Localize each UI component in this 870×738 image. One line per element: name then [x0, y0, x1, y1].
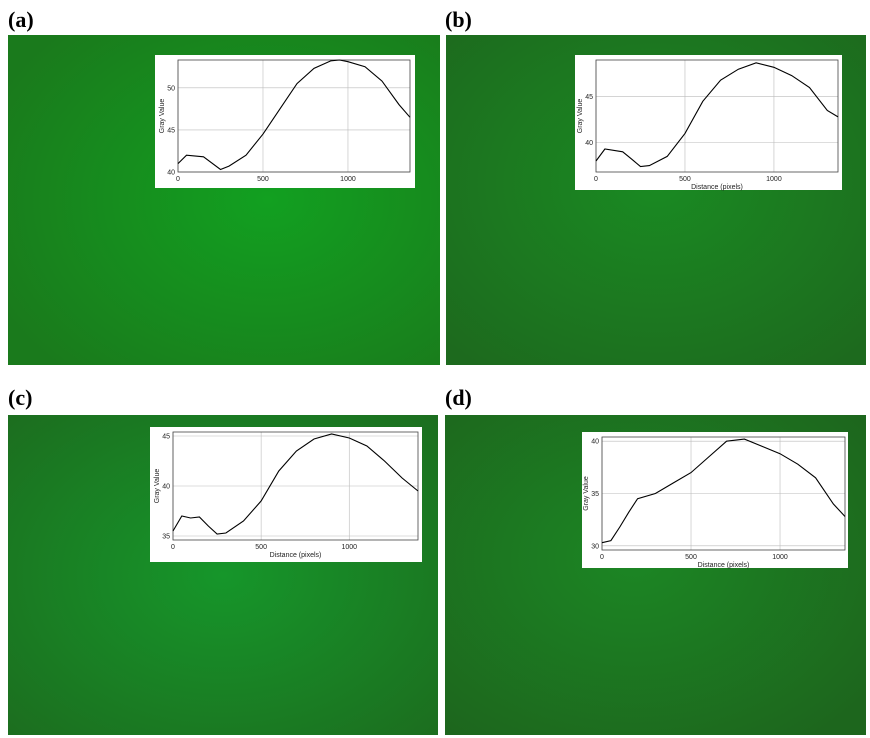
y-tick-label: 45 — [162, 434, 170, 441]
figure: (a)40455005001000Gray Value(b)4045050010… — [0, 0, 870, 738]
inset-box — [582, 432, 848, 568]
inset-box — [150, 427, 422, 562]
x-axis-label: Distance (pixels) — [698, 562, 750, 569]
y-axis-label: Gray Value — [583, 476, 590, 511]
y-tick-label: 45 — [585, 94, 593, 101]
y-axis-label: Gray Value — [154, 469, 161, 504]
x-tick-label: 1000 — [772, 554, 788, 561]
x-tick-label: 500 — [255, 544, 267, 551]
x-tick-label: 0 — [594, 176, 598, 183]
x-tick-label: 0 — [171, 544, 175, 551]
panel-label: (d) — [445, 385, 472, 410]
inset-box — [155, 55, 415, 188]
y-tick-label: 50 — [167, 85, 175, 92]
x-tick-label: 0 — [600, 554, 604, 561]
y-tick-label: 30 — [591, 543, 599, 550]
y-tick-label: 40 — [585, 140, 593, 147]
x-tick-label: 1000 — [341, 544, 357, 551]
y-tick-label: 35 — [162, 534, 170, 541]
x-tick-label: 500 — [679, 176, 691, 183]
y-tick-label: 45 — [167, 127, 175, 134]
y-tick-label: 40 — [167, 170, 175, 177]
y-tick-label: 40 — [162, 484, 170, 491]
inset-box — [575, 55, 842, 190]
y-tick-label: 40 — [591, 439, 599, 446]
x-tick-label: 1000 — [340, 176, 356, 183]
y-tick-label: 35 — [591, 491, 599, 498]
panel-label: (c) — [8, 385, 32, 410]
y-axis-label: Gray Value — [159, 99, 166, 134]
x-tick-label: 1000 — [766, 176, 782, 183]
x-tick-label: 0 — [176, 176, 180, 183]
x-axis-label: Distance (pixels) — [691, 184, 743, 191]
x-tick-label: 500 — [685, 554, 697, 561]
panel-label: (b) — [445, 7, 472, 32]
x-tick-label: 500 — [257, 176, 269, 183]
panel-label: (a) — [8, 7, 34, 32]
y-axis-label: Gray Value — [577, 99, 584, 134]
x-axis-label: Distance (pixels) — [270, 552, 322, 559]
